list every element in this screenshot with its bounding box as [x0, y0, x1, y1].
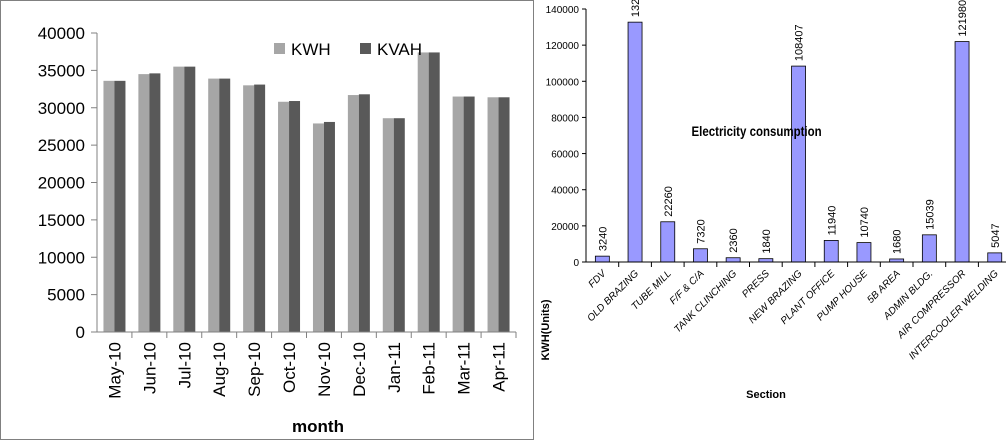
x-tick-label: Jul-10: [175, 342, 194, 388]
chart-title: Electricity consumption: [692, 123, 822, 139]
bar-kvah-may-10: [114, 80, 126, 332]
x-tick-label: PRESS: [740, 268, 772, 300]
data-label-intercooler-welding: 5047: [990, 223, 1002, 247]
bar-kwh-may-10: [103, 80, 115, 332]
bar-admin-bldg: [921, 234, 937, 263]
legend-label-kwh: KWH: [291, 40, 331, 59]
x-tick-label: Feb-11: [420, 342, 439, 395]
data-label-press: 1840: [761, 229, 773, 253]
y-tick-label: 120000: [546, 41, 580, 52]
x-tick-label: Sep-10: [245, 342, 264, 397]
x-tick-label: Aug-10: [210, 342, 229, 397]
y-tick-label: 0: [76, 323, 85, 342]
y-axis-title: KWH(Units): [540, 299, 552, 360]
x-tick-label: Apr-11: [490, 342, 509, 392]
chart-border: [0, 0, 534, 440]
bar-kwh-sep-10: [243, 85, 255, 332]
y-tick-label: 20000: [551, 222, 579, 233]
bar-air-compressor: [954, 41, 970, 263]
bar-old-brazing: [627, 21, 643, 263]
bar-kvah-aug-10: [219, 78, 231, 332]
bar-new-brazing: [791, 65, 806, 263]
data-label-old-brazing: 132720: [630, 0, 642, 17]
bar-kwh-oct-10: [278, 101, 290, 333]
data-label-admin-bldg: 15039: [924, 199, 936, 230]
y-tick-label: 140000: [546, 5, 580, 16]
legend-label-kvah: KVAH: [377, 40, 422, 59]
bar-kwh-jun-10: [138, 74, 150, 333]
legend-swatch-kvah: [360, 43, 371, 54]
bar-plant-office: [823, 240, 839, 263]
bar-intercooler-welding: [987, 252, 1003, 263]
bar-kvah-sep-10: [254, 84, 266, 332]
data-label-new-brazing: 108407: [794, 24, 806, 61]
y-tick-label: 5000: [47, 286, 85, 305]
bar-kvah-apr-11: [498, 97, 510, 332]
section-electricity-chart: 020000400006000080000100000120000140000 …: [540, 0, 1006, 401]
bar-kwh-apr-11: [487, 97, 499, 332]
bar-fdv: [594, 255, 610, 263]
bar-kwh-aug-10: [208, 78, 220, 332]
bar-kvah-nov-10: [323, 121, 335, 332]
bar-kvah-dec-10: [358, 94, 370, 332]
bar-f-f-c-a: [693, 248, 708, 263]
y-tick-label: 100000: [546, 77, 580, 88]
bar-kvah-mar-11: [463, 96, 475, 332]
x-tick-label: Jan-11: [385, 342, 404, 393]
bar-kwh-feb-11: [417, 52, 429, 333]
x-tick-label: TANK CLINCHING: [672, 268, 739, 335]
bar-kvah-feb-11: [428, 52, 440, 333]
y-tick-label: 10000: [38, 248, 85, 267]
x-tick-label: Nov-10: [315, 342, 334, 397]
bar-kwh-jul-10: [173, 66, 185, 332]
data-label-tank-clinching: 2360: [728, 228, 740, 252]
legend: KWH KVAH: [274, 40, 422, 59]
x-tick-label: Oct-10: [280, 342, 299, 393]
bar-kvah-oct-10: [289, 101, 301, 333]
x-tick-label: FDV: [587, 267, 610, 290]
x-tick-label: Dec-10: [350, 342, 369, 397]
monthly-kwh-kvah-chart: 0 5000 10000 15000 20000 25000 30000 35000 40000…: [0, 0, 534, 440]
data-label-air-compressor: 121980: [957, 0, 969, 37]
data-label-fdv: 3240: [597, 227, 609, 251]
y-tick-label: 40000: [551, 186, 579, 197]
y-tick-label: 35000: [38, 61, 85, 80]
bar-kwh-dec-10: [347, 95, 359, 332]
x-tick-label: May-10: [105, 342, 124, 399]
y-tick-label: 80000: [551, 113, 579, 124]
x-axis-title: month: [292, 417, 344, 436]
y-tick-label: 20000: [38, 174, 85, 193]
data-label-plant-office: 11940: [826, 206, 838, 236]
y-tick-label: 40000: [38, 24, 85, 43]
bar-tube-mill: [660, 221, 676, 263]
bar-kvah-jun-10: [149, 73, 161, 333]
y-tick-label: 25000: [38, 136, 85, 155]
bar-pump-house: [856, 242, 872, 263]
bar-tank-clinching: [725, 257, 741, 263]
data-label-f-f-c-a: 7320: [695, 219, 707, 243]
x-tick-label: Mar-11: [455, 342, 474, 395]
data-label-tube-mill: 22260: [663, 186, 675, 217]
y-tick-label: 60000: [551, 150, 579, 161]
data-label-5b-area: 1680: [892, 229, 904, 253]
bar-kvah-jul-10: [184, 66, 196, 332]
legend-swatch-kwh: [274, 43, 285, 54]
x-tick-label: Jun-10: [140, 342, 159, 394]
bar-kwh-mar-11: [452, 96, 464, 332]
y-tick-label: 0: [573, 258, 579, 269]
bar-kvah-jan-11: [393, 118, 405, 332]
y-tick-label: 30000: [38, 99, 85, 118]
x-axis-title: Section: [746, 389, 786, 401]
y-tick-label: 15000: [38, 211, 85, 230]
data-label-pump-house: 10740: [859, 207, 871, 238]
bar-kwh-jan-11: [382, 118, 394, 332]
bar-kwh-nov-10: [312, 123, 324, 332]
